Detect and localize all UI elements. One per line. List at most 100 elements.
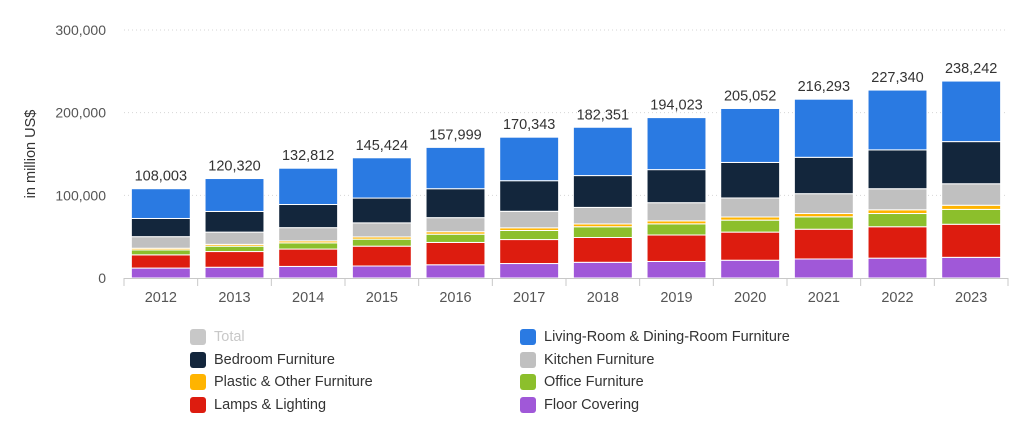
total-label: 108,003 — [135, 169, 187, 185]
bar-segment-living-room-dining-room-furniture[interactable] — [646, 117, 707, 171]
bar-segment-kitchen-furniture[interactable] — [793, 193, 854, 215]
bar-segment-office-furniture[interactable] — [793, 216, 854, 230]
bar-segment-kitchen-furniture[interactable] — [204, 231, 265, 245]
total-label: 170,343 — [503, 117, 555, 133]
bar-segment-office-furniture[interactable] — [425, 233, 486, 243]
bar-segment-kitchen-furniture[interactable] — [720, 197, 781, 218]
bar-segment-kitchen-furniture[interactable] — [499, 210, 560, 229]
legend-item-lamps-lighting[interactable]: Lamps & Lighting — [190, 394, 326, 416]
bar-segment-kitchen-furniture[interactable] — [278, 227, 339, 242]
bar-segment-bedroom-furniture[interactable] — [425, 188, 486, 219]
bar-segment-lamps-lighting[interactable] — [793, 228, 854, 260]
bar-segment-floor-covering[interactable] — [351, 265, 412, 279]
legend-item-floor-covering[interactable]: Floor Covering — [520, 394, 639, 416]
bar-segment-lamps-lighting[interactable] — [351, 245, 412, 267]
bar-segment-bedroom-furniture[interactable] — [793, 156, 854, 195]
bar-segment-living-room-dining-room-furniture[interactable] — [793, 98, 854, 158]
bar-segment-living-room-dining-room-furniture[interactable] — [941, 80, 1002, 143]
x-tick-label: 2016 — [439, 290, 471, 306]
x-tick-label: 2021 — [808, 290, 840, 306]
bar-segment-plastic-other-furniture[interactable] — [867, 209, 928, 215]
bar-segment-office-furniture[interactable] — [720, 219, 781, 233]
total-label: 157,999 — [429, 127, 481, 143]
bar-segment-lamps-lighting[interactable] — [204, 251, 265, 268]
bar-segment-lamps-lighting[interactable] — [867, 226, 928, 259]
bar-segment-floor-covering[interactable] — [941, 256, 1002, 279]
bar-segment-kitchen-furniture[interactable] — [351, 222, 412, 238]
bar-segment-kitchen-furniture[interactable] — [425, 217, 486, 233]
bar-segment-bedroom-furniture[interactable] — [720, 161, 781, 199]
bar-segment-lamps-lighting[interactable] — [646, 234, 707, 262]
legend-item-kitchen-furniture[interactable]: Kitchen Furniture — [520, 349, 654, 371]
bar-segment-kitchen-furniture[interactable] — [941, 183, 1002, 206]
bar-segment-floor-covering[interactable] — [867, 257, 928, 279]
bar-segment-living-room-dining-room-furniture[interactable] — [867, 89, 928, 151]
bar-segment-floor-covering[interactable] — [793, 258, 854, 279]
bar-segment-floor-covering[interactable] — [278, 265, 339, 279]
bar-segment-office-furniture[interactable] — [351, 238, 412, 247]
bar-segment-living-room-dining-room-furniture[interactable] — [720, 107, 781, 163]
total-label: 182,351 — [577, 107, 629, 123]
bar-segment-office-furniture[interactable] — [646, 223, 707, 236]
legend-item-office-furniture[interactable]: Office Furniture — [520, 371, 644, 393]
bar-segment-kitchen-furniture[interactable] — [572, 206, 633, 225]
bar-segment-kitchen-furniture[interactable] — [130, 236, 191, 249]
bar-segment-floor-covering[interactable] — [720, 259, 781, 279]
bar-segment-living-room-dining-room-furniture[interactable] — [499, 136, 560, 182]
bar-segment-floor-covering[interactable] — [130, 267, 191, 279]
bar-segment-lamps-lighting[interactable] — [572, 236, 633, 263]
bar-segment-lamps-lighting[interactable] — [941, 223, 1002, 258]
bar-segment-lamps-lighting[interactable] — [720, 231, 781, 261]
bar-segment-floor-covering[interactable] — [499, 263, 560, 279]
bar-segment-bedroom-furniture[interactable] — [941, 141, 1002, 185]
x-tick-label: 2020 — [734, 290, 766, 306]
bar-segment-floor-covering[interactable] — [204, 266, 265, 279]
legend-item-total[interactable]: Total — [190, 326, 245, 348]
bar-segment-office-furniture[interactable] — [867, 213, 928, 228]
bar-segment-living-room-dining-room-furniture[interactable] — [204, 178, 265, 212]
bar-segment-bedroom-furniture[interactable] — [351, 197, 412, 224]
bar-segment-office-furniture[interactable] — [278, 242, 339, 250]
bar-segment-kitchen-furniture[interactable] — [867, 188, 928, 211]
bar-segment-bedroom-furniture[interactable] — [204, 210, 265, 233]
y-tick-label: 300,000 — [55, 22, 106, 38]
bar-segment-bedroom-furniture[interactable] — [867, 149, 928, 190]
bar-segment-office-furniture[interactable] — [572, 226, 633, 238]
bar-segment-floor-covering[interactable] — [572, 261, 633, 279]
x-tick-label: 2018 — [587, 290, 619, 306]
bar-segment-bedroom-furniture[interactable] — [130, 217, 191, 238]
x-tick-label: 2015 — [366, 290, 398, 306]
legend-item-plastic-other-furniture[interactable]: Plastic & Other Furniture — [190, 371, 373, 393]
bar-segment-bedroom-furniture[interactable] — [646, 169, 707, 204]
bar-segment-lamps-lighting[interactable] — [130, 254, 191, 269]
bar-segment-bedroom-furniture[interactable] — [499, 180, 560, 212]
bar-segment-living-room-dining-room-furniture[interactable] — [572, 126, 633, 177]
bar-segment-kitchen-furniture[interactable] — [646, 202, 707, 222]
bar-segment-plastic-other-furniture[interactable] — [941, 204, 1002, 210]
bar-segment-living-room-dining-room-furniture[interactable] — [351, 157, 412, 199]
total-label: 145,424 — [356, 138, 408, 154]
bar-segment-bedroom-furniture[interactable] — [278, 204, 339, 229]
bar-segment-lamps-lighting[interactable] — [425, 241, 486, 266]
x-axis-ticks: 2012 2013 2014 2015 2016 2017 2018 2019 2020 2021… — [123, 278, 1009, 306]
legend-swatch — [190, 396, 206, 413]
bar-segment-floor-covering[interactable] — [425, 264, 486, 279]
legend-item-bedroom-furniture[interactable]: Bedroom Furniture — [190, 349, 335, 371]
total-label: 132,812 — [282, 148, 334, 164]
bar-segment-office-furniture[interactable] — [941, 208, 1002, 225]
bar-segment-floor-covering[interactable] — [646, 260, 707, 279]
bar-segment-lamps-lighting[interactable] — [278, 248, 339, 267]
total-label: 216,293 — [798, 79, 850, 95]
bar-segment-office-furniture[interactable] — [204, 245, 265, 253]
bar-segment-living-room-dining-room-furniture[interactable] — [425, 146, 486, 190]
bar-segment-living-room-dining-room-furniture[interactable] — [278, 167, 339, 206]
bar-segment-living-room-dining-room-furniture[interactable] — [130, 188, 191, 219]
bar-segment-office-furniture[interactable] — [130, 249, 191, 256]
legend-label: Floor Covering — [544, 396, 640, 413]
legend-item-living-room-dining-room-furniture[interactable]: Living-Room & Dining-Room Furniture — [520, 326, 790, 348]
y-tick-label: 0 — [98, 270, 106, 286]
bar-segment-office-furniture[interactable] — [499, 229, 560, 241]
legend-label: Kitchen Furniture — [544, 351, 655, 368]
bar-segment-bedroom-furniture[interactable] — [572, 175, 633, 208]
bar-segment-lamps-lighting[interactable] — [499, 239, 560, 265]
